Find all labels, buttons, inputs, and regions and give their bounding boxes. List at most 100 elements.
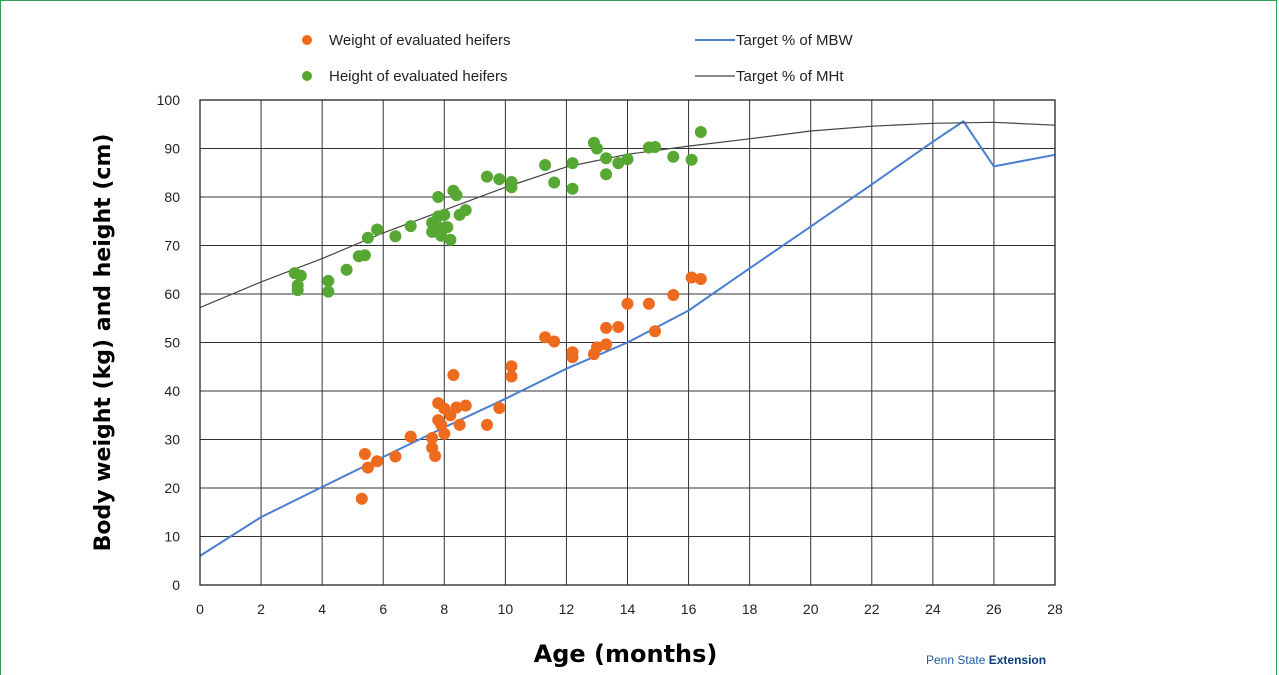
height-of-evaluated-heifers-point-5: [322, 285, 335, 298]
height-of-evaluated-heifers-point-8: [358, 249, 371, 262]
x-tick-label-0: 0: [196, 601, 204, 617]
penn-state-extension-credit: Penn State Extension: [926, 653, 1046, 667]
weight-of-evaluated-heifers-point-8: [429, 450, 442, 462]
height-of-evaluated-heifers-point-33: [566, 182, 579, 195]
legend-label-height-of-evaluated-heifers: Height of evaluated heifers: [329, 68, 507, 85]
height-of-evaluated-heifers-point-26: [481, 170, 493, 183]
height-of-evaluated-heifers-point-15: [432, 191, 445, 203]
x-tick-label-26: 26: [986, 601, 1002, 617]
x-axis-title: Age (months): [534, 640, 718, 668]
height-of-evaluated-heifers-point-6: [340, 263, 353, 276]
x-tick-label-22: 22: [864, 601, 880, 617]
weight-of-evaluated-heifers-point-0: [355, 492, 368, 505]
height-of-evaluated-heifers-point-23: [450, 189, 463, 202]
weight-of-evaluated-heifers-point-29: [600, 321, 613, 334]
x-axis-ticks: 0 2 4 6 8 10 12 14 16 18 20 22 24 26 28: [196, 601, 1063, 617]
weight-of-evaluated-heifers-point-15: [447, 369, 460, 381]
x-tick-label-4: 4: [318, 601, 326, 617]
credit-prefix: Penn State: [926, 653, 989, 667]
weight-of-evaluated-heifers-point-3: [371, 455, 384, 468]
y-tick-label-60: 60: [164, 286, 180, 302]
height-of-evaluated-heifers-point-19: [438, 208, 451, 221]
weight-of-evaluated-heifers-point-21: [505, 360, 518, 373]
x-tick-label-8: 8: [440, 601, 448, 617]
x-tick-label-10: 10: [498, 601, 514, 617]
weight-of-evaluated-heifers-point-5: [404, 430, 417, 443]
height-of-evaluated-heifers-point-25: [459, 204, 472, 217]
weight-of-evaluated-heifers-point-23: [539, 331, 552, 344]
y-tick-label-40: 40: [164, 383, 180, 399]
height-of-evaluated-heifers-point-44: [694, 126, 707, 138]
weight-of-evaluated-heifers-point-4: [389, 450, 402, 463]
height-of-evaluated-heifers-point-41: [649, 141, 661, 153]
height-of-evaluated-heifers-point-30: [539, 159, 552, 171]
height-of-evaluated-heifers-point-21: [444, 233, 457, 246]
height-of-evaluated-heifers-point-31: [548, 176, 561, 189]
legend: Weight of evaluated heifers Height of eva…: [302, 32, 854, 85]
height-of-evaluated-heifers-point-43: [685, 153, 698, 166]
x-tick-label-28: 28: [1047, 601, 1063, 617]
weight-of-evaluated-heifers-point-16: [450, 401, 463, 414]
weight-of-evaluated-heifers-point-35: [667, 289, 680, 301]
weight-of-evaluated-heifers-point-13: [438, 427, 451, 440]
weight-of-evaluated-heifers-point-17: [453, 418, 466, 431]
y-tick-label-70: 70: [164, 238, 180, 254]
height-of-evaluated-heifers-point-36: [600, 152, 613, 165]
x-tick-label-12: 12: [559, 601, 575, 617]
y-tick-label-50: 50: [164, 335, 180, 351]
y-axis-title: Body weight (kg) and height (cm): [91, 134, 116, 552]
x-tick-label-20: 20: [803, 601, 819, 617]
height-of-evaluated-heifers-point-38: [612, 157, 625, 170]
height-of-evaluated-heifers-point-20: [441, 221, 454, 234]
y-tick-label-10: 10: [164, 529, 180, 545]
legend-swatch-weight-of-evaluated-heifers: [302, 35, 312, 45]
height-of-evaluated-heifers-point-4: [322, 274, 335, 287]
legend-swatch-height-of-evaluated-heifers: [302, 71, 312, 81]
x-tick-label-24: 24: [925, 601, 941, 617]
weight-of-evaluated-heifers-point-1: [358, 448, 371, 460]
height-of-evaluated-heifers-point-37: [600, 168, 613, 181]
x-tick-label-2: 2: [257, 601, 265, 617]
y-tick-label-90: 90: [164, 141, 180, 157]
legend-label-target-of-mht: Target % of MHt: [736, 68, 844, 85]
height-of-evaluated-heifers-point-32: [566, 157, 579, 170]
height-of-evaluated-heifers-point-14: [426, 225, 439, 238]
series-points: [288, 126, 707, 505]
height-of-evaluated-heifers-point-11: [389, 230, 402, 243]
height-of-evaluated-heifers-point-3: [294, 269, 307, 282]
weight-of-evaluated-heifers-point-26: [566, 351, 579, 364]
weight-of-evaluated-heifers-point-28: [591, 341, 603, 354]
weight-of-evaluated-heifers-point-6: [426, 432, 439, 444]
height-of-evaluated-heifers-point-9: [361, 231, 374, 244]
weight-of-evaluated-heifers-point-34: [649, 325, 661, 338]
height-of-evaluated-heifers-point-39: [621, 153, 634, 166]
weight-of-evaluated-heifers-point-31: [612, 321, 625, 333]
height-of-evaluated-heifers-point-10: [371, 223, 384, 236]
weight-of-evaluated-heifers-point-20: [493, 402, 506, 414]
weight-of-evaluated-heifers-point-36: [685, 271, 698, 284]
y-tick-label-30: 30: [164, 432, 180, 448]
weight-of-evaluated-heifers-point-30: [600, 338, 613, 351]
x-tick-label-16: 16: [681, 601, 697, 617]
height-of-evaluated-heifers-point-29: [505, 181, 518, 194]
legend-label-weight-of-evaluated-heifers: Weight of evaluated heifers: [329, 32, 511, 49]
weight-of-evaluated-heifers-point-33: [642, 297, 655, 310]
x-tick-label-14: 14: [620, 601, 636, 617]
height-of-evaluated-heifers-point-35: [591, 142, 603, 155]
weight-of-evaluated-heifers-point-24: [548, 335, 561, 348]
weight-of-evaluated-heifers-point-18: [459, 399, 472, 412]
height-of-evaluated-heifers-point-42: [667, 150, 680, 163]
weight-of-evaluated-heifers-point-32: [621, 297, 634, 310]
weight-of-evaluated-heifers-point-19: [481, 418, 493, 431]
x-tick-label-6: 6: [379, 601, 387, 617]
plot-border: [199, 99, 1056, 586]
plot-area: [199, 99, 1056, 586]
credit-bold: Extension: [988, 653, 1047, 667]
height-of-evaluated-heifers-point-12: [404, 220, 417, 233]
y-tick-label-20: 20: [164, 480, 180, 496]
height-of-evaluated-heifers-point-18: [435, 229, 448, 242]
x-tick-label-18: 18: [742, 601, 758, 617]
y-tick-label-100: 100: [157, 92, 181, 108]
y-tick-label-0: 0: [172, 577, 180, 593]
